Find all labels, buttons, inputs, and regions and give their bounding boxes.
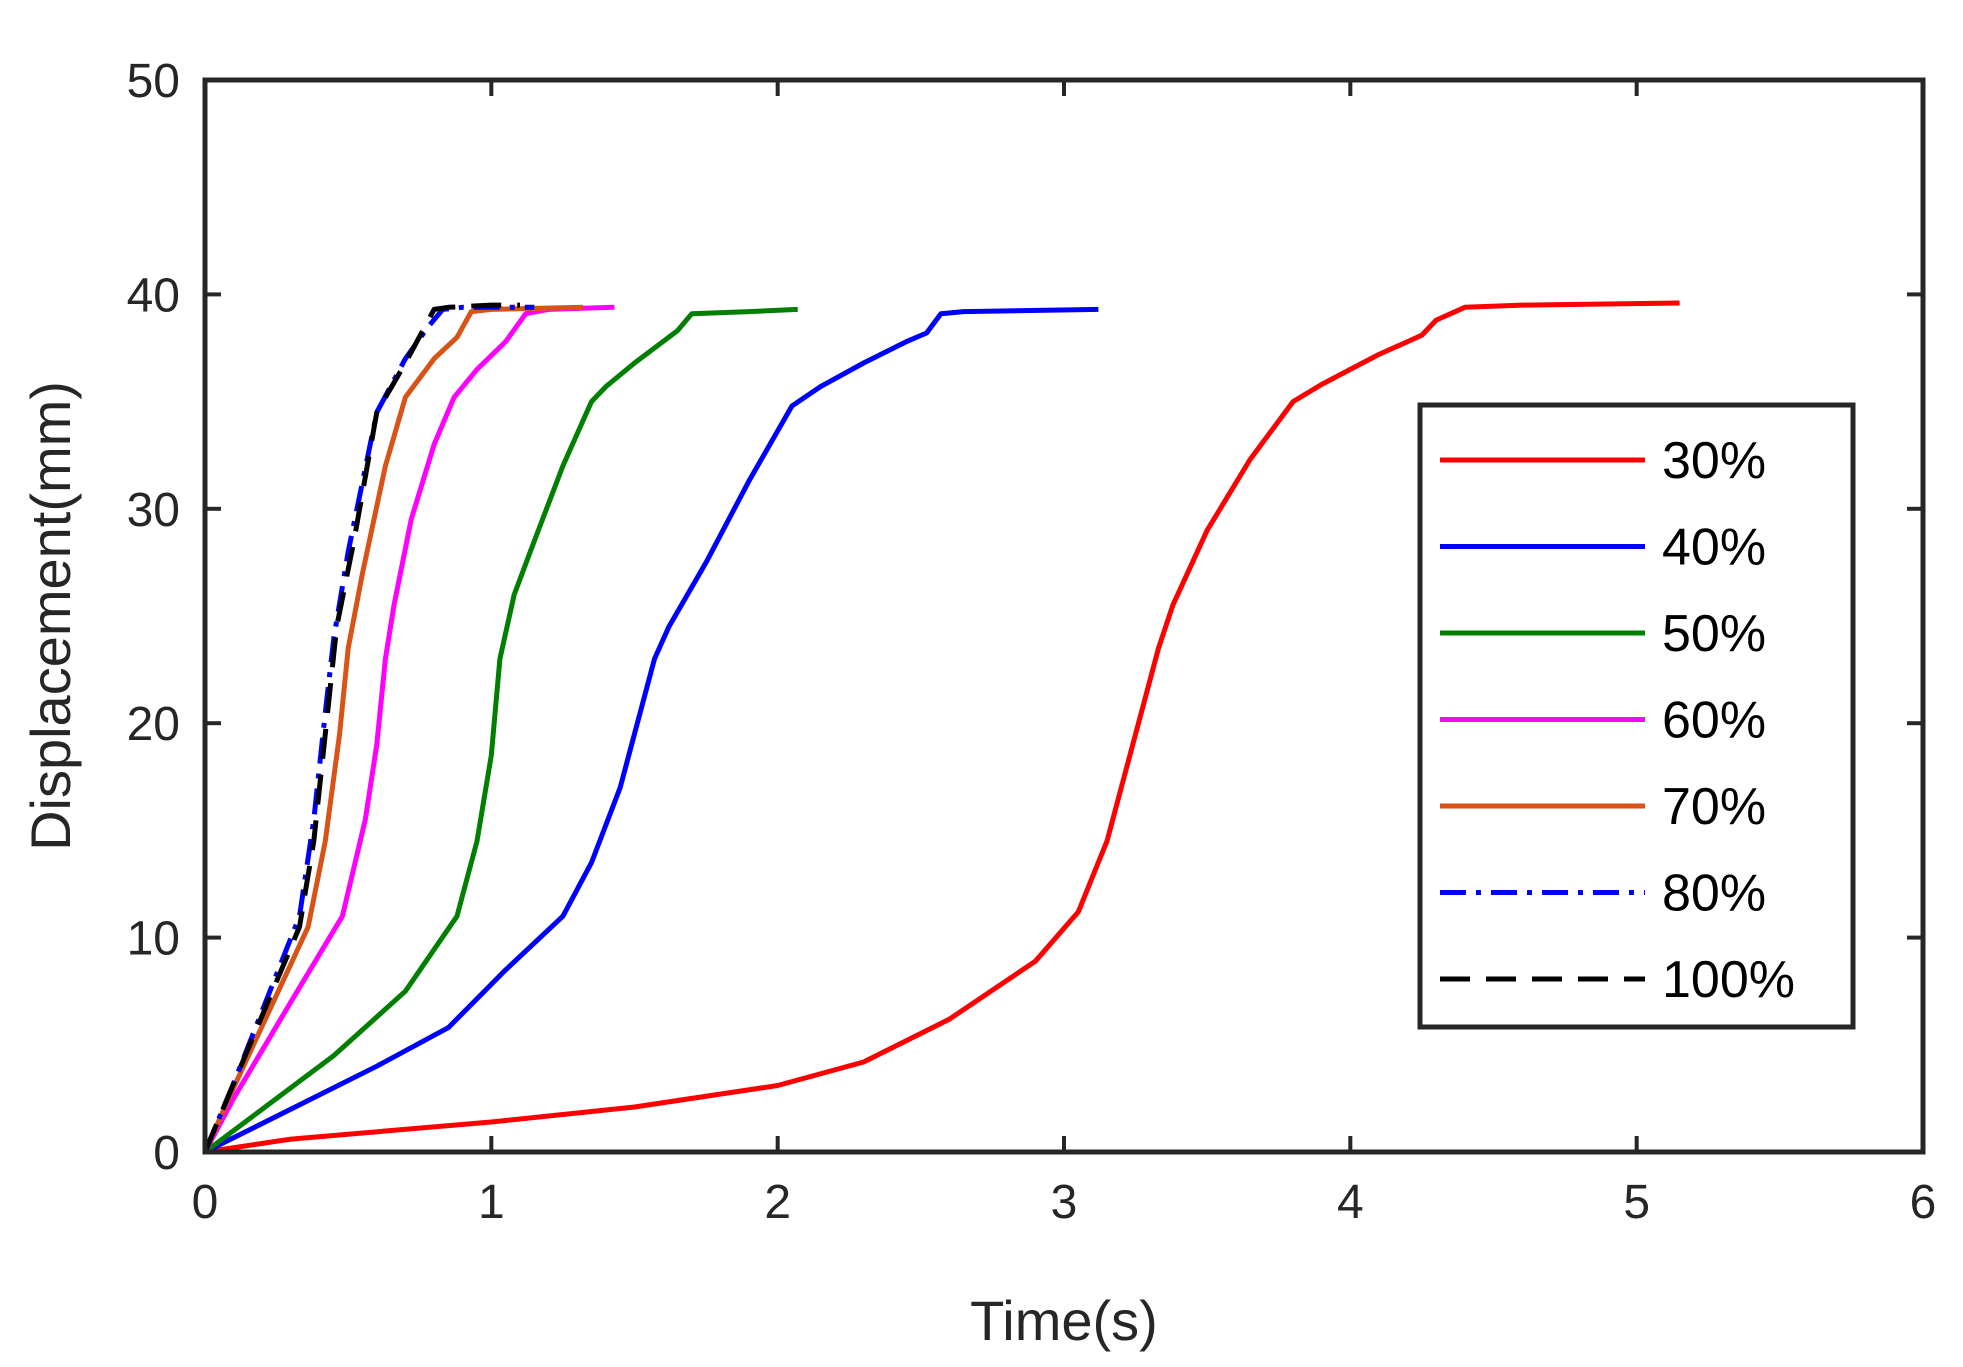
series-line-50pct bbox=[203, 306, 798, 1155]
y-tick-label: 50 bbox=[127, 55, 180, 108]
x-tick-label: 5 bbox=[1623, 1176, 1650, 1229]
y-axis-label: Displacement(mm) bbox=[19, 381, 82, 851]
y-tick-label: 30 bbox=[127, 484, 180, 537]
legend-label: 80% bbox=[1662, 865, 1766, 923]
y-tick-label: 20 bbox=[127, 698, 180, 751]
legend-label: 40% bbox=[1662, 519, 1766, 577]
x-tick-label: 4 bbox=[1337, 1176, 1364, 1229]
x-tick-label: 2 bbox=[764, 1176, 791, 1229]
ticks-layer: 0 1 2 3 4 5 6 0 10 20 30 40 50 bbox=[127, 55, 1937, 1229]
y-tick-label: 40 bbox=[127, 269, 180, 322]
y-tick-label: 0 bbox=[153, 1127, 180, 1180]
series-line-40pct bbox=[203, 306, 1099, 1155]
legend-label: 30% bbox=[1662, 432, 1766, 490]
x-axis-label: Time(s) bbox=[970, 1289, 1158, 1352]
series-line-30pct bbox=[204, 300, 1680, 1155]
legend-label: 70% bbox=[1662, 778, 1766, 836]
y-tick-label: 10 bbox=[127, 913, 180, 966]
legend-label: 50% bbox=[1662, 605, 1766, 663]
series-line-70pct bbox=[202, 304, 584, 1154]
x-tick-label: 3 bbox=[1051, 1176, 1078, 1229]
x-tick-label: 0 bbox=[192, 1176, 219, 1229]
series-layer bbox=[202, 300, 1680, 1155]
legend: 30% 40% 50% 60% 70% 80% 100% bbox=[1417, 402, 1856, 1030]
series-line-100pct bbox=[202, 302, 520, 1153]
legend-box bbox=[1417, 402, 1856, 1030]
legend-label: 60% bbox=[1662, 692, 1766, 750]
x-tick-label: 1 bbox=[478, 1176, 505, 1229]
series-line-60pct bbox=[202, 304, 615, 1154]
legend-label: 100% bbox=[1662, 951, 1795, 1009]
x-tick-label: 6 bbox=[1910, 1176, 1937, 1229]
